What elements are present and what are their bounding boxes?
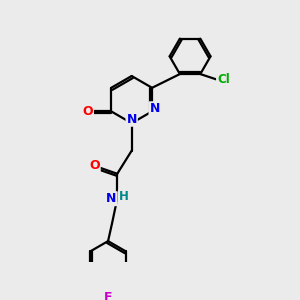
- Text: F: F: [104, 291, 112, 300]
- Text: N: N: [149, 102, 160, 115]
- Text: H: H: [119, 190, 129, 203]
- Text: Cl: Cl: [217, 73, 230, 86]
- Text: O: O: [82, 105, 93, 118]
- Text: O: O: [89, 159, 100, 172]
- Text: N: N: [127, 113, 137, 126]
- Text: N: N: [106, 192, 117, 205]
